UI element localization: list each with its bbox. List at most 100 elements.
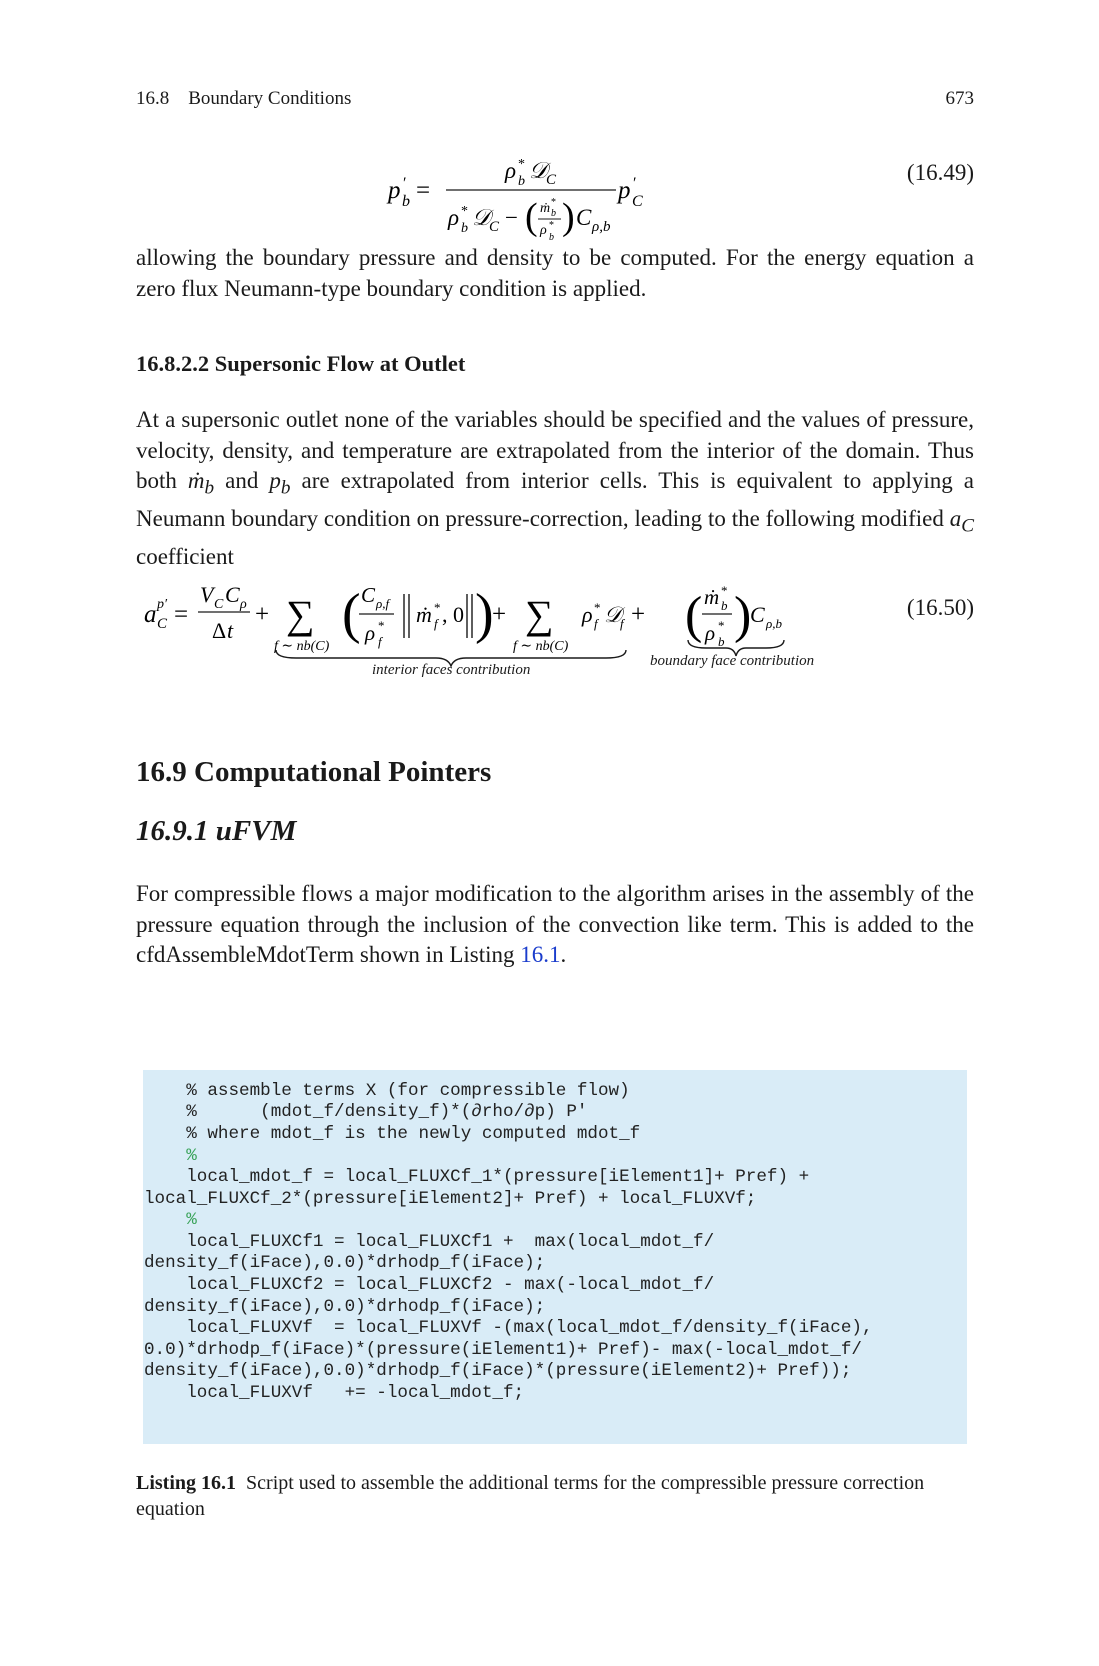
code-line: % assemble terms X (for compressible flo… (144, 1081, 630, 1101)
svg-text:*: * (518, 157, 525, 172)
svg-text:∑: ∑ (286, 592, 315, 637)
code-line: density_f(iFace),0.0)*drhodp_f(iFace)*(p… (144, 1361, 852, 1381)
svg-text:ρ,b: ρ,b (765, 616, 782, 631)
svg-text:=: = (416, 177, 430, 204)
code-line: % (144, 1146, 197, 1166)
paragraph-supersonic-outlet: At a supersonic outlet none of the varia… (136, 407, 974, 570)
svg-text:b: b (551, 208, 556, 219)
svg-text:ρ,f: ρ,f (375, 596, 391, 611)
svg-text:b: b (518, 174, 525, 189)
svg-text:*: * (549, 220, 554, 231)
section-heading: 16.9 Computational Pointers (136, 756, 492, 788)
svg-text:ρ: ρ (539, 223, 547, 238)
svg-text:*: * (718, 618, 725, 633)
svg-text:Δ: Δ (212, 618, 226, 643)
code-line: % (mdot_f/density_f)*(∂rho/∂p) P' (144, 1102, 588, 1122)
svg-text:): ) (562, 196, 575, 238)
code-line: local_FLUXCf_2*(pressure[iElement2]+ Pre… (144, 1189, 757, 1209)
code-line: density_f(iFace),0.0)*drhodp_f(iFace); (144, 1253, 546, 1273)
caption-label: Listing 16.1 (136, 1472, 237, 1494)
code-line: local_FLUXVf = local_FLUXVf -(max(local_… (144, 1318, 873, 1338)
subsection-heading: 16.9.1 uFVM (136, 815, 297, 847)
svg-text:∑: ∑ (525, 592, 554, 637)
svg-text:ṁ: ṁ (704, 585, 719, 609)
svg-text:(: ( (685, 587, 702, 644)
svg-text:f: f (620, 616, 626, 631)
svg-text:ρ: ρ (581, 602, 593, 627)
svg-text:f ∼ nb(C): f ∼ nb(C) (274, 639, 330, 654)
paragraph-compressible-flows: For compressible flows a major modificat… (136, 881, 974, 967)
svg-text:C: C (750, 602, 765, 627)
svg-text:+: + (631, 601, 645, 628)
svg-text:C: C (214, 597, 224, 612)
svg-text:, 0: , 0 (442, 602, 464, 627)
svg-text:V: V (200, 582, 216, 607)
svg-text:C: C (546, 172, 557, 188)
svg-text:*: * (551, 197, 556, 208)
code-line: % (144, 1210, 197, 1230)
svg-text:𝒟: 𝒟 (604, 602, 626, 627)
code-line: local_FLUXCf1 = local_FLUXCf1 + max(loca… (144, 1232, 715, 1252)
svg-text:b: b (721, 598, 728, 613)
svg-text:*: * (434, 600, 441, 615)
svg-text:f ∼ nb(C): f ∼ nb(C) (513, 639, 569, 654)
svg-text:ρ: ρ (704, 621, 715, 645)
equation-number-16-49: (16.49) (906, 160, 974, 185)
listing-link[interactable]: 16.1 (520, 942, 561, 967)
paragraph-energy-equation: allowing the boundary pressure and densi… (136, 245, 974, 301)
svg-text:ρ,b: ρ,b (591, 219, 611, 235)
svg-text:(: ( (525, 196, 538, 238)
svg-text:𝒟: 𝒟 (472, 205, 495, 230)
svg-text:C: C (489, 219, 500, 235)
svg-text:C: C (157, 616, 168, 632)
svg-text:*: * (378, 618, 385, 633)
svg-text:): ) (734, 587, 751, 644)
svg-text:b: b (402, 193, 410, 210)
svg-text:b: b (461, 221, 468, 236)
svg-text:b: b (549, 232, 554, 243)
label-interior-faces: interior faces contribution (372, 662, 531, 678)
svg-text:*: * (721, 583, 728, 598)
svg-text:′: ′ (633, 175, 637, 192)
svg-text:𝒟: 𝒟 (529, 158, 552, 183)
code-listing (143, 1070, 967, 1444)
svg-text:C: C (576, 205, 592, 230)
svg-text:*: * (461, 204, 468, 219)
code-line: local_mdot_f = local_FLUXCf_1*(pressure[… (144, 1167, 810, 1187)
svg-text:+: + (492, 601, 506, 628)
equation-16-49: p ′ b = ρ * b 𝒟 C ρ * b 𝒟 C − ( ṁ * b ρ … (386, 157, 643, 243)
equation-16-50: a p′ C = V C C ρ Δ t + ∑ f ∼ nb(C) ( C ρ… (144, 582, 785, 668)
equation-number-16-50: (16.50) (906, 595, 974, 620)
svg-text:ṁ: ṁ (540, 201, 550, 216)
subsubsection-heading: 16.8.2.2 Supersonic Flow at Outlet (136, 351, 466, 376)
svg-text:+: + (255, 601, 269, 628)
svg-text:′: ′ (403, 175, 407, 192)
running-header: 16.8 Boundary Conditions 673 (136, 88, 974, 110)
svg-text:ρ: ρ (239, 597, 247, 612)
svg-text:ṁ: ṁ (416, 602, 432, 627)
svg-text:f: f (378, 634, 384, 649)
svg-text:p′: p′ (156, 597, 168, 612)
code-line: local_FLUXVf += -local_mdot_f; (144, 1383, 525, 1403)
listing-caption: Listing 16.1 Script used to assemble the… (136, 1470, 974, 1522)
code-line: % where mdot_f is the newly computed mdo… (144, 1124, 641, 1144)
svg-text:): ) (475, 583, 494, 645)
svg-text:t: t (227, 618, 234, 643)
svg-text:*: * (594, 600, 601, 615)
svg-text:ρ: ρ (364, 621, 375, 645)
code-line: local_FLUXCf2 = local_FLUXCf2 - max(-loc… (144, 1275, 715, 1295)
svg-text:C: C (632, 193, 643, 210)
svg-text:p: p (386, 177, 401, 204)
svg-text:f: f (594, 616, 600, 631)
code-line: 0.0)*drhodp_f(iFace)*(pressure(iElement1… (144, 1340, 862, 1360)
svg-text:b: b (718, 634, 725, 649)
svg-text:=: = (174, 601, 188, 628)
svg-text:ρ: ρ (447, 205, 459, 230)
svg-text:C: C (225, 582, 240, 607)
svg-text:f: f (434, 616, 440, 631)
svg-text:p: p (616, 177, 631, 204)
svg-text:a: a (144, 601, 157, 628)
svg-text:C: C (361, 583, 376, 607)
page-number: 673 (945, 88, 975, 109)
caption-text: Script used to assemble the additional t… (136, 1472, 925, 1520)
